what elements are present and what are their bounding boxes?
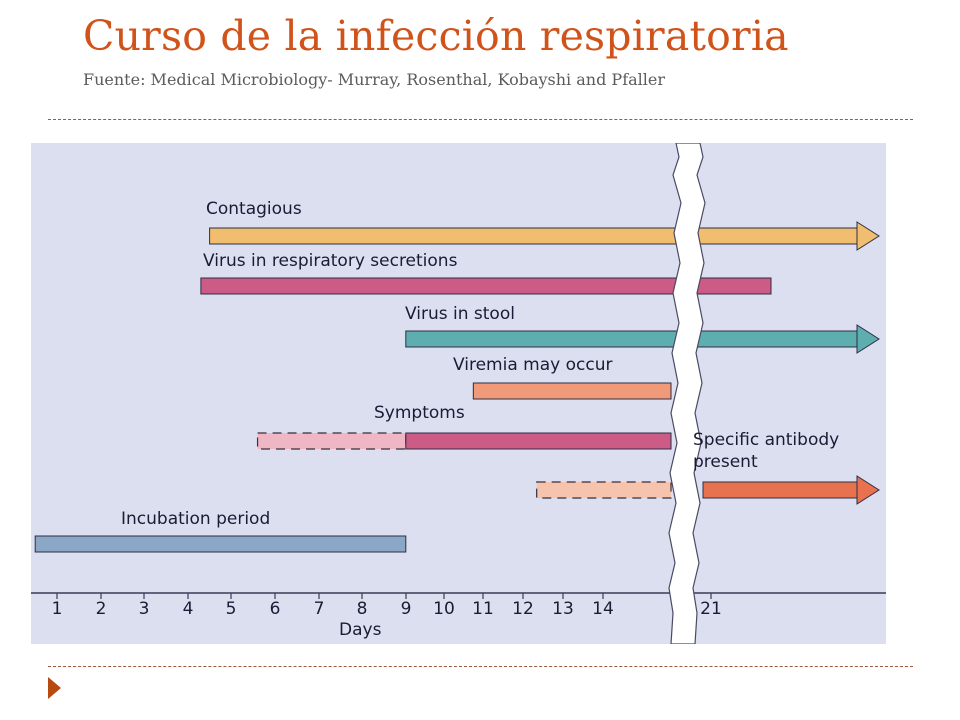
bar-virus-in-stool-arrowhead <box>856 324 880 354</box>
label-specific-antibody-line1: Specific antibody <box>693 430 839 450</box>
x-tick-label: 10 <box>433 599 455 619</box>
bar-specific-antibody-present-arrowhead <box>856 475 880 505</box>
x-tick-label: 4 <box>183 599 194 619</box>
label-symptoms: Symptoms <box>374 403 465 423</box>
top-divider <box>48 119 913 120</box>
bar-specific-antibody-present-onset <box>536 482 671 498</box>
slide-source: Fuente: Medical Microbiology- Murray, Ro… <box>83 70 666 89</box>
x-tick-label: 5 <box>226 599 237 619</box>
bar-contagious-arrowhead <box>856 221 880 251</box>
bullet-arrow-icon <box>48 677 61 699</box>
chart-background <box>31 143 886 644</box>
label-specific-antibody: Specific antibody present <box>693 430 845 472</box>
label-viremia: Viremia may occur <box>453 355 612 375</box>
axis-break <box>668 143 706 644</box>
x-tick-label: 9 <box>401 599 412 619</box>
x-tick-label: 14 <box>592 599 614 619</box>
label-specific-antibody-line2: present <box>693 452 758 472</box>
x-tick-label: 1 <box>52 599 63 619</box>
x-tick-label: 12 <box>512 599 534 619</box>
x-tick-label: 2 <box>96 599 107 619</box>
bar-virus-in-stool <box>405 330 858 348</box>
bar-contagious <box>209 227 858 245</box>
x-tick-label: 7 <box>314 599 325 619</box>
x-tick-label: 6 <box>270 599 281 619</box>
x-tick-label: 8 <box>357 599 368 619</box>
x-tick-label: 13 <box>552 599 574 619</box>
x-axis-ticks: 1 2 3 4 5 6 7 8 9 10 11 12 13 14 21 <box>52 593 722 619</box>
x-tick-label: 3 <box>139 599 150 619</box>
slide-title: Curso de la infección respiratoria <box>83 12 789 60</box>
x-tick-label: 21 <box>700 599 722 619</box>
bar-incubation-period <box>34 535 407 553</box>
timeline-chart: 1 2 3 4 5 6 7 8 9 10 11 12 13 14 21 Contagious Virus i… <box>31 143 886 644</box>
bar-specific-antibody-present <box>702 481 858 499</box>
bar-specific-antibody-present-onset-outline <box>536 481 672 499</box>
x-tick-label: 11 <box>472 599 494 619</box>
label-contagious: Contagious <box>206 199 302 219</box>
bar-virus-in-respiratory-secretions <box>200 277 772 295</box>
label-virus-respiratory-secretions: Virus in respiratory secretions <box>203 251 458 271</box>
label-incubation-period: Incubation period <box>121 509 270 529</box>
bar-viremia-may-occur <box>472 382 672 400</box>
bar-symptoms <box>405 432 672 450</box>
bottom-divider <box>48 666 913 667</box>
bar-symptoms-onset <box>257 433 406 449</box>
x-axis-label: Days <box>339 620 382 640</box>
label-virus-in-stool: Virus in stool <box>405 304 515 324</box>
